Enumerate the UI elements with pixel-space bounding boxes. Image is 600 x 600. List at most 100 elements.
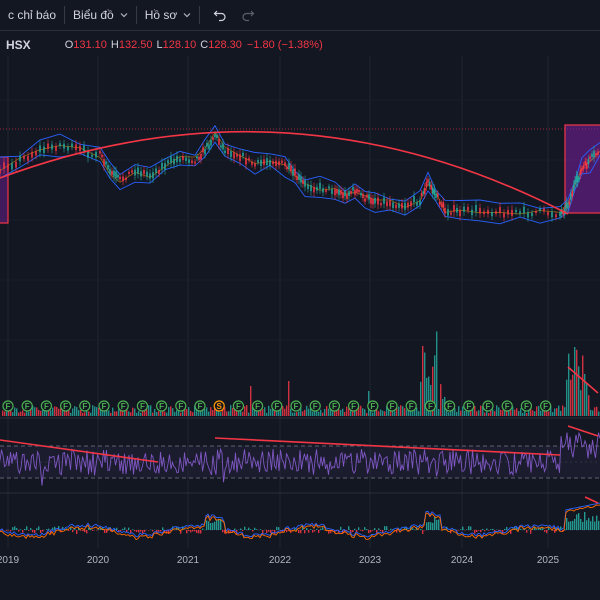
volume-bar	[206, 407, 208, 416]
macd-histogram-bar	[122, 528, 124, 530]
candle-body	[185, 157, 187, 161]
macd-histogram-bar	[288, 530, 290, 531]
macd-histogram-bar	[476, 530, 478, 533]
volume-bar	[268, 405, 270, 416]
macd-histogram-bar	[378, 528, 380, 530]
candle-body	[597, 151, 599, 155]
macd-histogram-bar	[484, 530, 486, 532]
macd-histogram-bar	[266, 530, 268, 533]
candle-body	[336, 189, 338, 194]
macd-histogram-bar	[180, 530, 182, 534]
event-marker-label: F	[524, 402, 529, 411]
macd-histogram-bar	[116, 527, 118, 530]
macd-histogram-bar	[272, 530, 274, 531]
candle-body	[254, 163, 256, 167]
macd-histogram-bar	[210, 523, 212, 530]
macd-histogram-bar	[250, 529, 252, 530]
candle-body	[119, 176, 121, 180]
candle-body	[483, 211, 485, 215]
macd-histogram-bar	[362, 530, 364, 532]
candle-body	[398, 203, 400, 208]
x-tick-label: 2022	[269, 555, 292, 566]
event-marker-circle	[40, 400, 53, 412]
macd-histogram-bar	[370, 530, 372, 533]
macd-histogram-bar	[182, 526, 184, 530]
volume-bar	[76, 407, 78, 416]
volume-bar	[262, 409, 264, 416]
macd-histogram-bar	[82, 530, 84, 532]
redo-button[interactable]	[236, 3, 260, 27]
event-marker-label: F	[255, 402, 260, 411]
macd-histogram-bar	[224, 530, 226, 534]
candle-body	[257, 160, 259, 163]
candle-body	[389, 200, 391, 207]
macd-histogram-bar	[164, 530, 166, 533]
macd-histogram-bar	[162, 527, 164, 530]
candle-body	[499, 207, 501, 214]
charts-menu-button[interactable]: Biểu đồ	[65, 0, 136, 30]
candle-body	[31, 151, 33, 158]
volume-bar	[266, 412, 268, 416]
moving-average	[0, 131, 600, 215]
macd-histogram-bar	[134, 530, 136, 532]
volume-bar	[264, 407, 266, 416]
volume-bar	[562, 405, 564, 416]
macd-histogram-bar	[526, 530, 528, 533]
volume-bar	[212, 410, 214, 416]
macd-histogram-bar	[24, 528, 26, 530]
volume-bar	[326, 406, 328, 416]
candle-body	[210, 139, 212, 146]
volume-bar	[586, 382, 588, 416]
macd-histogram-bar	[42, 530, 44, 532]
volume-bar	[184, 408, 186, 416]
volume-bar	[366, 412, 368, 416]
event-marker-circle	[309, 400, 321, 412]
volume-bar	[234, 409, 236, 416]
volume-bar	[166, 412, 168, 416]
candle-body	[220, 145, 222, 148]
bollinger-upper	[0, 124, 600, 209]
event-marker-label: F	[159, 402, 164, 411]
macd-histogram-bar	[14, 526, 16, 530]
volume-bar	[446, 408, 448, 416]
macd-histogram-bar	[58, 526, 60, 530]
volume-bar	[576, 349, 578, 416]
candle-body	[407, 202, 409, 208]
candle-body	[131, 170, 133, 173]
candle-body	[158, 169, 160, 174]
event-marker-label: F	[140, 402, 145, 411]
candle-body	[242, 152, 244, 157]
candle-body	[547, 212, 549, 216]
indicators-button[interactable]: c chỉ báo	[0, 0, 64, 30]
candle-body	[236, 153, 238, 157]
macd-histogram-bar	[86, 530, 88, 534]
macd-histogram-bar	[6, 530, 8, 531]
volume-bar	[440, 384, 442, 416]
volume-bar	[296, 412, 298, 416]
volume-bar	[302, 411, 304, 416]
volume-bar	[468, 410, 470, 416]
profile-menu-button[interactable]: Hồ sơ	[137, 0, 200, 30]
volume-bar	[306, 405, 308, 416]
candle-body	[364, 198, 366, 202]
macd-histogram-bar	[588, 517, 590, 530]
volume-bar	[412, 411, 414, 416]
volume-bar	[210, 407, 212, 416]
volume-bar	[194, 405, 196, 416]
macd-histogram-bar	[152, 530, 154, 532]
macd-histogram-bar	[560, 526, 562, 530]
undo-button[interactable]	[208, 3, 232, 27]
candle-body	[155, 168, 157, 173]
candle-body	[562, 210, 564, 215]
macd-histogram-bar	[310, 529, 312, 530]
macd-histogram-bar	[22, 530, 24, 533]
volume-bar	[500, 409, 502, 416]
macd-histogram-bar	[196, 530, 198, 534]
volume-bar	[544, 410, 546, 416]
candle-body	[416, 202, 418, 206]
candle-body	[582, 165, 585, 170]
macd-histogram-bar	[570, 521, 572, 530]
volume-bar	[498, 407, 500, 416]
candle-body	[340, 190, 342, 195]
